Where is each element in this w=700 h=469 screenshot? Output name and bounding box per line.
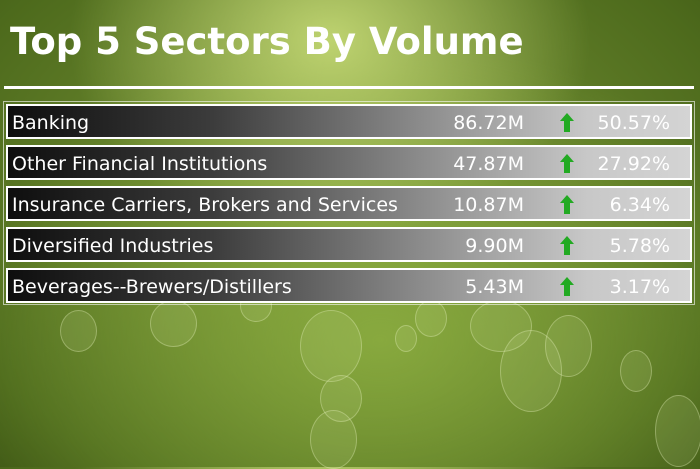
sector-name: Beverages--Brewers/Distillers bbox=[12, 276, 292, 298]
sector-percent: 6.34% bbox=[609, 194, 670, 216]
page-title: Top 5 Sectors By Volume bbox=[10, 20, 524, 63]
arrow-up-icon bbox=[560, 236, 574, 255]
sector-percent: 27.92% bbox=[597, 153, 670, 175]
sector-volume: 10.87M bbox=[453, 194, 524, 216]
arrow-up-icon bbox=[560, 154, 574, 173]
list-item: Banking 86.72M 50.57% bbox=[6, 104, 692, 139]
sector-percent: 50.57% bbox=[597, 112, 670, 134]
sector-name: Insurance Carriers, Brokers and Services bbox=[12, 194, 398, 216]
list-item: Other Financial Institutions 47.87M 27.9… bbox=[6, 145, 692, 180]
arrow-up-icon bbox=[560, 195, 574, 214]
sector-name: Banking bbox=[12, 112, 90, 134]
sector-percent: 5.78% bbox=[609, 235, 670, 257]
arrow-up-icon bbox=[560, 277, 574, 296]
sector-volume: 5.43M bbox=[465, 276, 524, 298]
title-divider bbox=[4, 86, 694, 89]
sector-name: Other Financial Institutions bbox=[12, 153, 268, 175]
list-item: Beverages--Brewers/Distillers 5.43M 3.17… bbox=[6, 268, 692, 303]
sector-volume: 86.72M bbox=[453, 112, 524, 134]
list-item: Diversified Industries 9.90M 5.78% bbox=[6, 227, 692, 262]
sector-percent: 3.17% bbox=[609, 276, 670, 298]
list-item: Insurance Carriers, Brokers and Services… bbox=[6, 186, 692, 221]
sector-volume: 9.90M bbox=[465, 235, 524, 257]
sector-name: Diversified Industries bbox=[12, 235, 214, 257]
arrow-up-icon bbox=[560, 113, 574, 132]
sector-volume: 47.87M bbox=[453, 153, 524, 175]
sectors-list: Banking 86.72M 50.57% Other Financial In… bbox=[3, 101, 695, 305]
